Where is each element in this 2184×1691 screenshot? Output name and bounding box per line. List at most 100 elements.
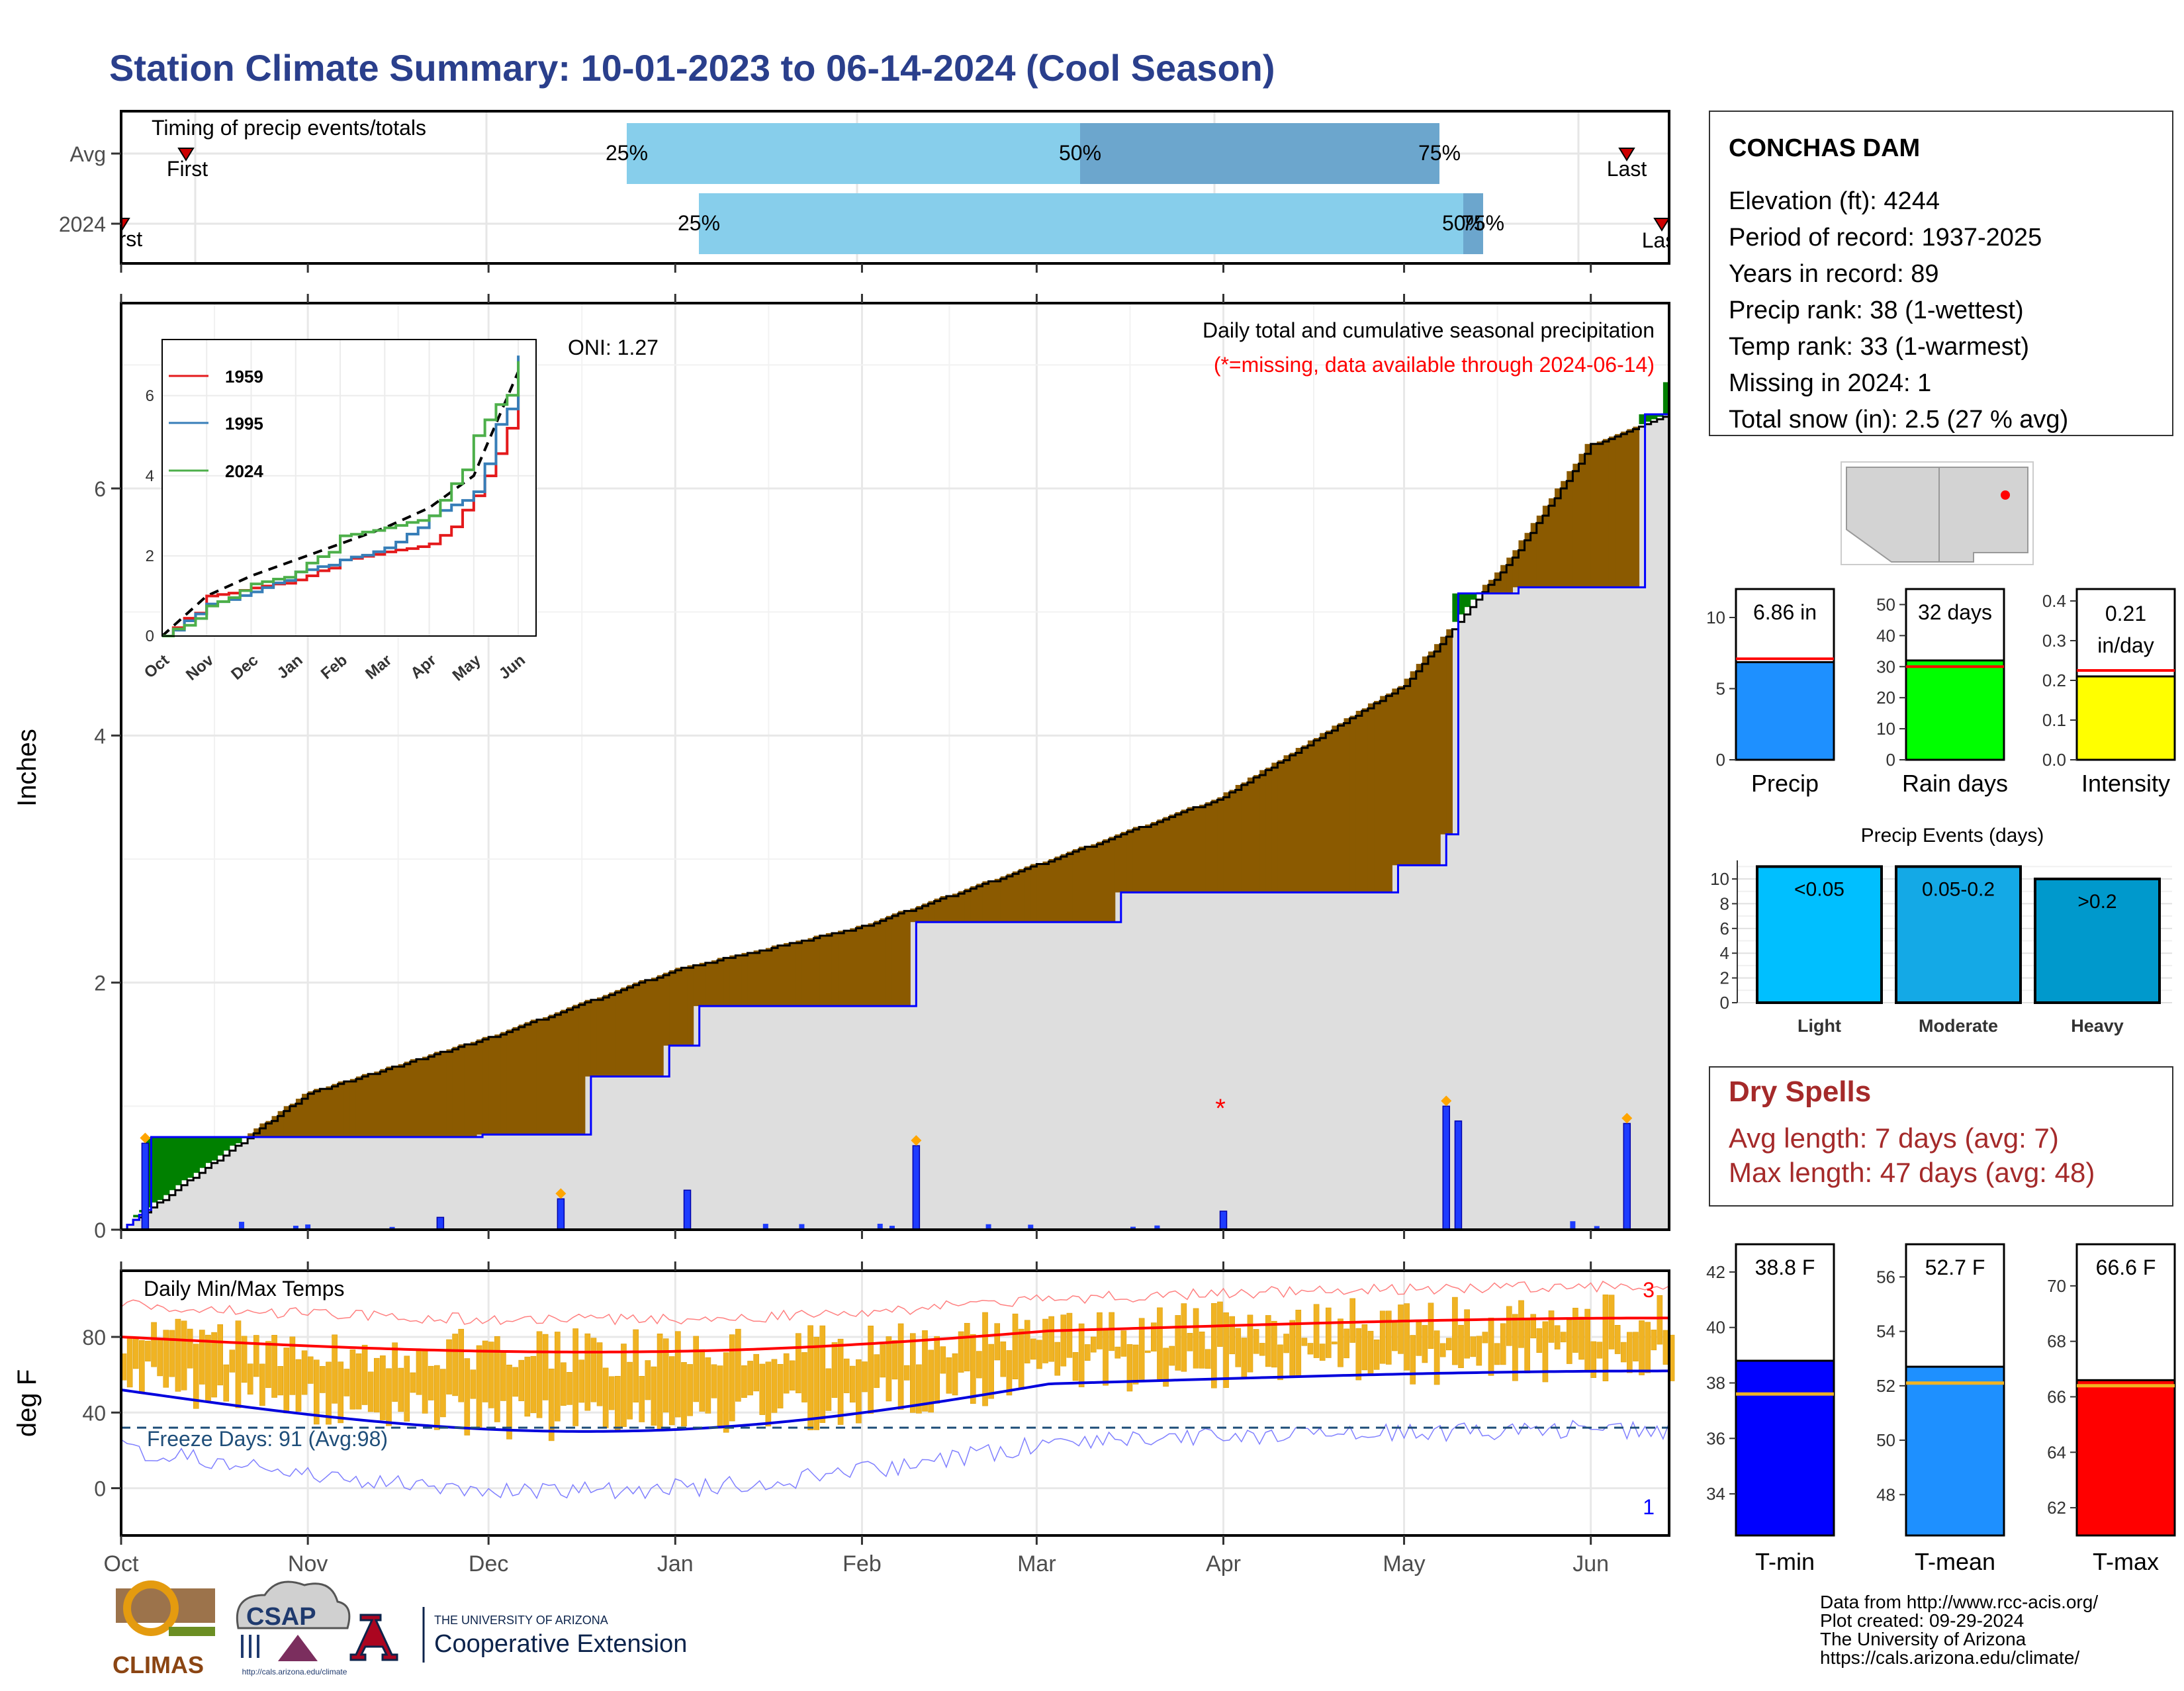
- temp-day-bar: [367, 1371, 374, 1412]
- deficit-fill: [1512, 550, 1520, 588]
- deficit-fill: [488, 1036, 495, 1135]
- temp-day-bar: [1217, 1301, 1223, 1347]
- temp-day-bar: [482, 1340, 488, 1402]
- deficit-fill: [952, 893, 959, 923]
- temp-day-bar: [1048, 1316, 1054, 1362]
- deficit-fill: [747, 952, 754, 1007]
- temp-day-bar: [1567, 1320, 1572, 1364]
- deficit-fill: [765, 948, 772, 1007]
- temp-day-bar: [681, 1362, 687, 1427]
- precip-frame: [120, 302, 1670, 1231]
- deficit-fill: [584, 999, 592, 1077]
- temp-day-bar: [126, 1337, 133, 1388]
- deficit-fill: [1428, 651, 1435, 866]
- deficit-fill: [271, 1116, 279, 1137]
- daily-precip-bar: [889, 1226, 895, 1230]
- deficit-fill: [922, 903, 929, 923]
- temp-day-bar: [1012, 1313, 1019, 1379]
- temp-day-bar: [524, 1356, 531, 1417]
- station-info: CONCHAS DAM Elevation (ft): 4244 Period o…: [1709, 111, 2173, 436]
- events-tick-label-3: 6: [1720, 919, 1729, 938]
- temp-day-bar: [283, 1348, 290, 1414]
- dry-spells-box: Dry Spells Avg length: 7 days (avg: 7) M…: [1709, 1066, 2173, 1207]
- deficit-fill: [1126, 829, 1134, 893]
- deficit-fill: [1193, 807, 1200, 893]
- location-map: [1841, 461, 2034, 565]
- temp-summary-tick-label-2-1: 64: [2047, 1442, 2066, 1462]
- temp-day-bar: [373, 1357, 380, 1412]
- deficit-fill: [1584, 443, 1592, 588]
- daily-precip-bar: [1570, 1221, 1576, 1230]
- temp-day-bar: [217, 1324, 223, 1386]
- summary-tick-label-2-4: 0.4: [2042, 591, 2066, 611]
- temp-day-bar: [247, 1363, 253, 1395]
- deficit-fill: [1289, 753, 1297, 893]
- deficit-fill: [1596, 441, 1604, 588]
- deficit-fill: [549, 1015, 555, 1135]
- temp-day-bar: [398, 1367, 404, 1412]
- temp-day-bar: [139, 1340, 145, 1393]
- avg-last-marker: [1618, 148, 1635, 161]
- precip-base-area: [121, 414, 1669, 1230]
- deficit-fill: [651, 978, 658, 1077]
- precip-ytick-label-2: 4: [94, 724, 106, 748]
- temp-day-bar: [241, 1336, 248, 1383]
- deficit-fill: [1253, 775, 1260, 893]
- temp-day-bar: [1458, 1324, 1464, 1369]
- deficit-fill: [1120, 831, 1128, 893]
- deficit-fill: [862, 925, 869, 1007]
- temp-day-bar: [596, 1342, 603, 1406]
- csap-logo: CSAP http://cals.arizona.edu/climate: [236, 1580, 351, 1676]
- temp-day-bar: [662, 1338, 669, 1413]
- deficit-fill: [717, 958, 724, 1007]
- deficit-fill: [1343, 718, 1351, 893]
- temp-day-bar: [518, 1359, 525, 1402]
- temp-day-bar: [1506, 1306, 1512, 1346]
- deficit-fill: [711, 960, 718, 1007]
- avg-bar-50-75: [1080, 123, 1439, 184]
- deficit-fill: [596, 997, 604, 1077]
- deficit-fill: [1578, 453, 1586, 588]
- temp-day-bar: [1614, 1325, 1621, 1354]
- deficit-fill: [663, 972, 670, 1046]
- y2024-bar-50-75: [1463, 193, 1483, 254]
- deficit-fill: [801, 940, 809, 1007]
- temp-day-bar: [639, 1376, 645, 1422]
- temp-day-bar: [831, 1342, 838, 1398]
- temp-day-bar: [1578, 1316, 1584, 1360]
- temp-day-bar: [187, 1328, 193, 1369]
- temp-day-bar: [1000, 1341, 1007, 1377]
- temp-day-bar: [326, 1361, 332, 1425]
- surplus-fill: [163, 1137, 170, 1195]
- temp-day-bar: [1332, 1342, 1338, 1345]
- temp-heading: Daily Min/Max Temps: [144, 1277, 344, 1301]
- station-line-5: Missing in 2024: 1: [1729, 369, 1931, 397]
- station-line-2: Years in record: 89: [1729, 260, 1939, 288]
- precip-ytick-label-1: 2: [94, 972, 106, 995]
- temp-day-bar: [825, 1368, 832, 1411]
- deficit-fill: [338, 1081, 345, 1137]
- deficit-fill: [1175, 812, 1182, 893]
- temp-day-bar: [1271, 1320, 1277, 1368]
- temp-day-bar: [1602, 1294, 1609, 1381]
- temp-day-bar: [1488, 1317, 1494, 1376]
- y2024-p25-label: 25%: [678, 211, 720, 235]
- oni-label: ONI: 1.27: [568, 336, 659, 359]
- deficit-fill: [392, 1066, 399, 1137]
- temp-day-bar: [1193, 1308, 1199, 1369]
- deficit-fill: [1398, 686, 1405, 866]
- deficit-fill: [1301, 745, 1308, 893]
- temp-day-bar: [1392, 1320, 1398, 1351]
- summary-tick-label-1-1: 10: [1876, 719, 1895, 739]
- timing-heading: Timing of precip events/totals: [152, 116, 426, 140]
- daily-precip-bar: [912, 1145, 921, 1230]
- temp-day-bar: [940, 1346, 946, 1374]
- temp-day-bar: [897, 1323, 904, 1410]
- temp-day-bar: [289, 1336, 296, 1395]
- temp-day-bar: [169, 1330, 175, 1377]
- surplus-fill: [187, 1137, 194, 1178]
- deficit-fill: [1307, 740, 1314, 893]
- temp-day-bar: [982, 1312, 988, 1406]
- deficit-fill: [1410, 671, 1417, 866]
- surplus-fill: [133, 1214, 140, 1218]
